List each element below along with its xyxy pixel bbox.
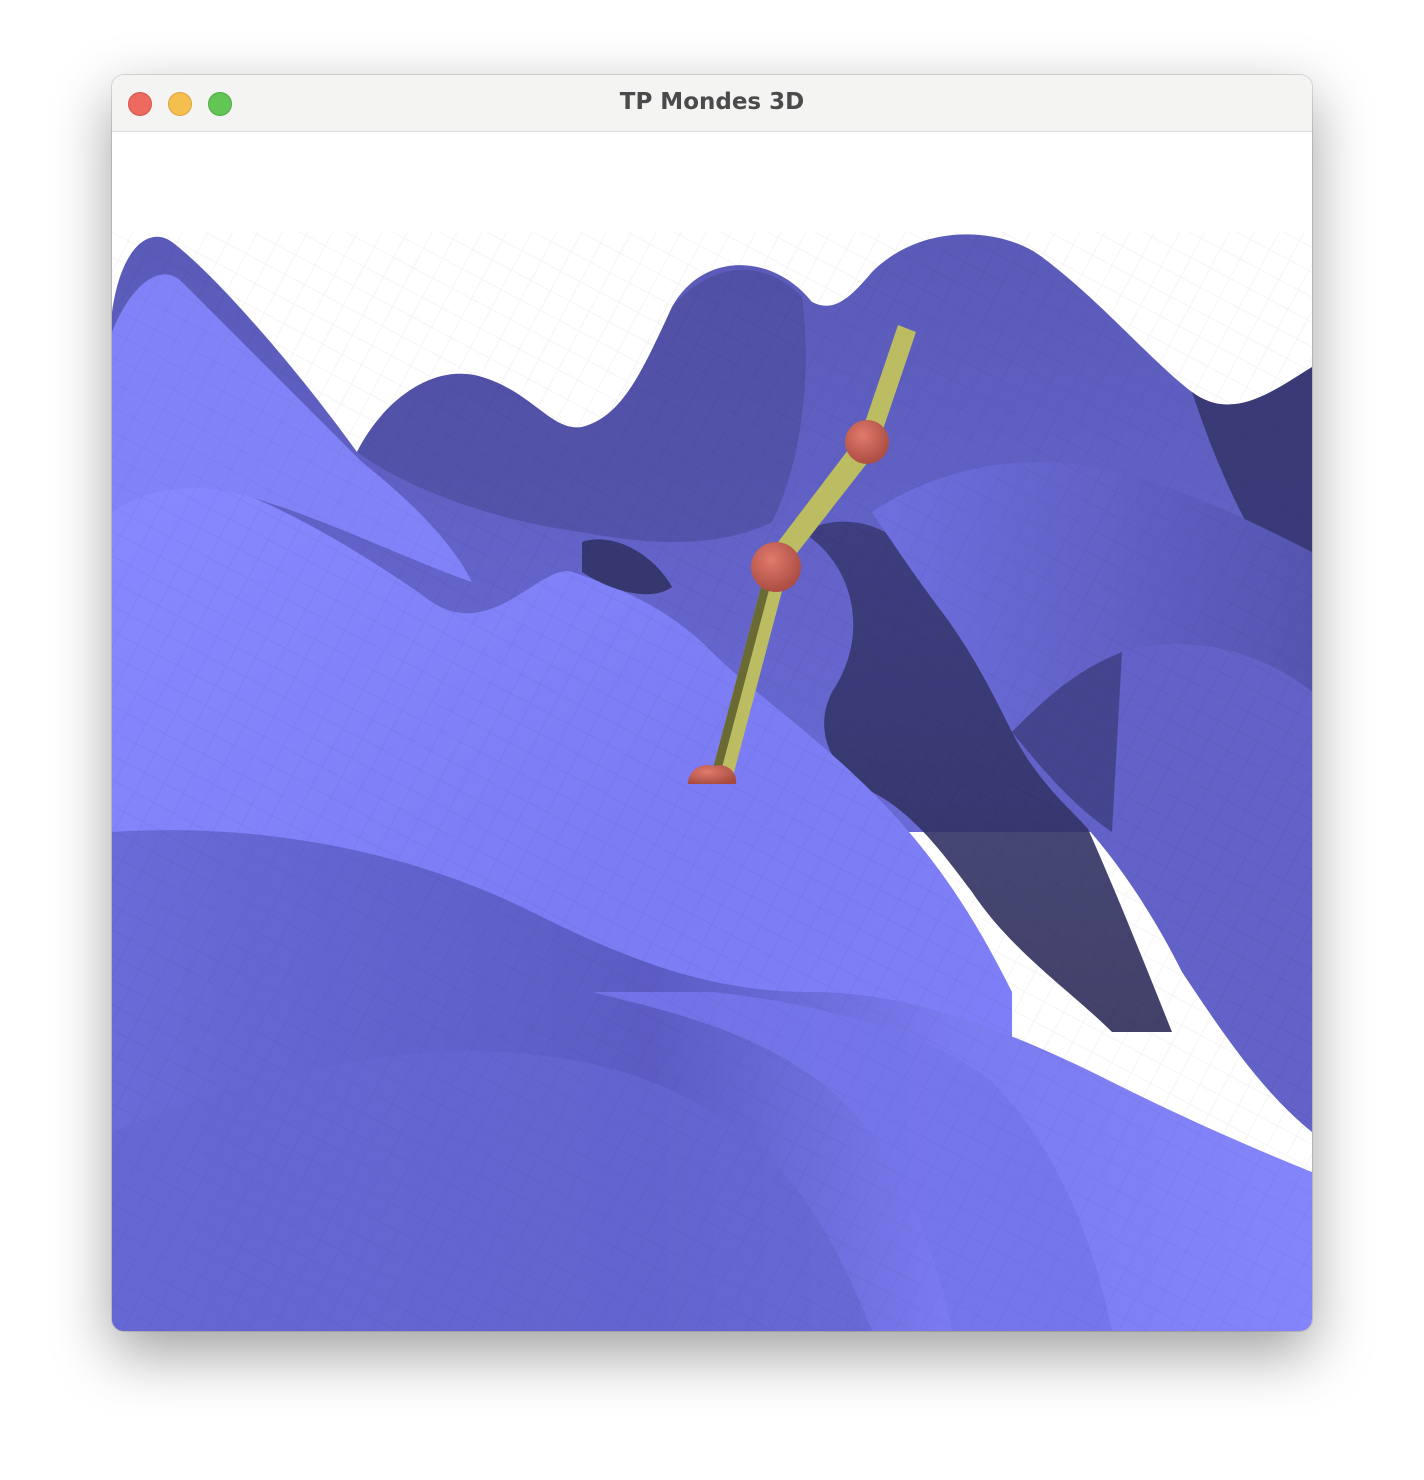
window-title: TP Mondes 3D	[619, 89, 805, 115]
title-bar[interactable]: TP Mondes 3D	[112, 75, 1312, 132]
arm-joint-middle[interactable]	[751, 542, 801, 592]
arm-segment-bottom-shade	[712, 568, 774, 775]
maximize-icon[interactable]	[208, 92, 232, 116]
opengl-viewport[interactable]	[112, 132, 1312, 1331]
arm-segment-middle	[772, 450, 868, 562]
close-icon[interactable]	[128, 92, 152, 116]
arm-joint-top[interactable]	[845, 420, 889, 464]
app-window: TP Mondes 3D	[112, 75, 1312, 1331]
arm-joint-base[interactable]	[688, 764, 737, 784]
minimize-icon[interactable]	[168, 92, 192, 116]
articulated-arm[interactable]	[688, 325, 916, 784]
arm-segment-top	[858, 325, 916, 450]
scene-canvas	[112, 232, 1312, 1331]
